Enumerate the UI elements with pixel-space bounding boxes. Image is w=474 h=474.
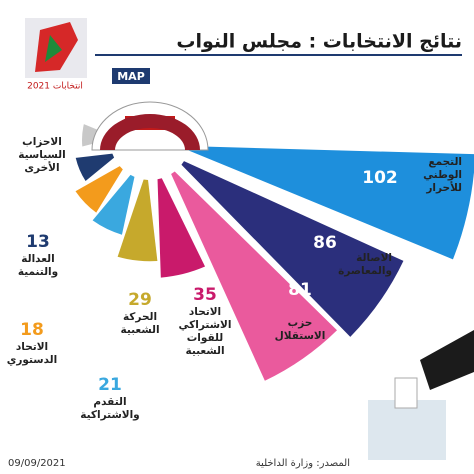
wedge bbox=[171, 171, 338, 381]
value-label: 102 bbox=[362, 168, 398, 188]
logo-text: انتخابات 2021 bbox=[27, 82, 83, 92]
source: المصدر: وزارة الداخلية bbox=[256, 458, 350, 469]
category-label: التجمع bbox=[428, 156, 462, 168]
category-label: العدالة bbox=[21, 253, 54, 265]
date: 09/09/2021 bbox=[8, 458, 66, 469]
category-label: الاحزاب bbox=[22, 136, 62, 148]
category-label: الشعبية bbox=[120, 324, 159, 336]
category-label: الاشتراكي bbox=[179, 319, 232, 331]
value-label: 10 bbox=[56, 142, 80, 162]
value-label: 13 bbox=[26, 232, 50, 252]
category-label: السياسية bbox=[18, 149, 65, 161]
logo bbox=[25, 18, 87, 78]
category-label: للقوات bbox=[187, 332, 224, 344]
logo-star bbox=[45, 35, 62, 62]
wedge bbox=[157, 178, 206, 278]
agency-box bbox=[112, 68, 150, 84]
value-label: 35 bbox=[193, 285, 217, 305]
category-label: الاصالة bbox=[356, 252, 392, 264]
category-label: والتنمية bbox=[18, 266, 58, 278]
wedge bbox=[188, 146, 474, 260]
hand bbox=[420, 330, 474, 390]
ballot-paper bbox=[394, 377, 418, 409]
value-label: 86 bbox=[313, 233, 337, 253]
category-label: للأحرار bbox=[425, 181, 462, 194]
wedge bbox=[75, 153, 115, 182]
category-label: الاتحاد bbox=[189, 306, 221, 318]
wedge bbox=[92, 174, 135, 235]
category-label: الشعبية bbox=[185, 345, 224, 357]
seats bbox=[100, 114, 200, 150]
ballot-box bbox=[368, 330, 474, 460]
agency: MAP bbox=[117, 70, 145, 83]
hemicycle bbox=[91, 101, 209, 151]
category-label: والاشتراكية bbox=[80, 409, 139, 421]
category-label: الأخرى bbox=[24, 161, 59, 174]
category-label: الاتحاد bbox=[16, 341, 48, 353]
category-label: التقدم bbox=[93, 396, 126, 408]
value-label: 18 bbox=[20, 320, 44, 340]
category-label: والمعاصرة bbox=[338, 265, 392, 277]
value-label: 81 bbox=[288, 280, 312, 300]
value-label: 29 bbox=[128, 290, 152, 310]
value-label: 21 bbox=[98, 375, 122, 395]
category-label: الوطني bbox=[423, 169, 462, 181]
category-label: حزب bbox=[288, 317, 313, 329]
category-label: الاستقلال bbox=[275, 330, 326, 342]
wedge bbox=[181, 161, 404, 337]
category-label: الحركة bbox=[123, 311, 157, 323]
ballot-body bbox=[368, 400, 446, 460]
wedge bbox=[117, 179, 158, 262]
wedge bbox=[75, 166, 123, 213]
category-label: الدستوري bbox=[7, 354, 57, 366]
chart-title: نتائج الانتخابات : مجلس النواب bbox=[176, 31, 462, 53]
